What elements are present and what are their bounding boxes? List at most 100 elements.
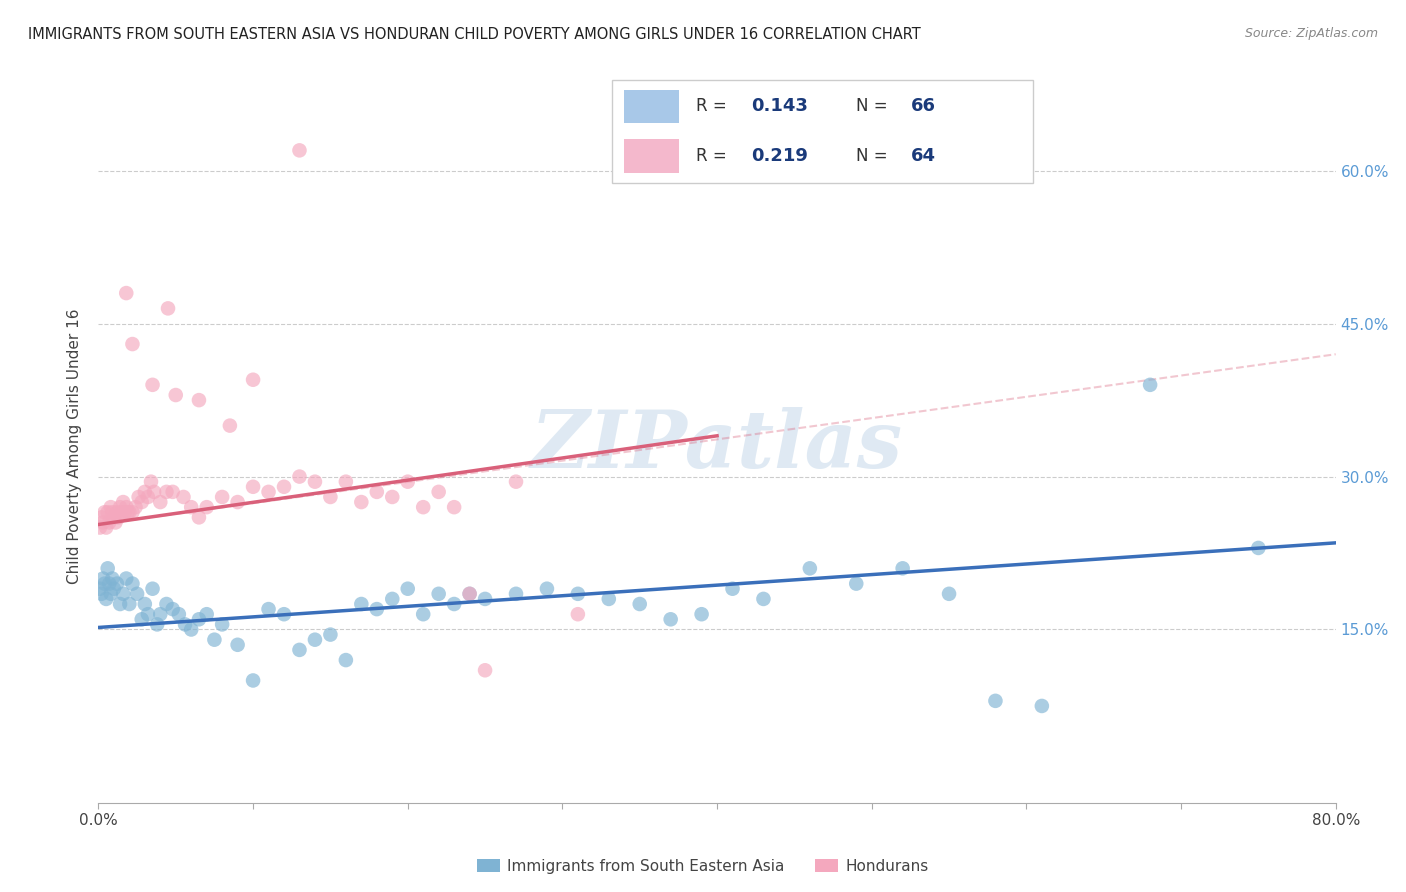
Point — [628, 597, 651, 611]
Point — [188, 393, 211, 408]
Point — [505, 475, 527, 489]
Text: 66: 66 — [911, 97, 936, 115]
Point — [155, 597, 177, 611]
Text: 0.143: 0.143 — [751, 97, 807, 115]
Point — [93, 505, 115, 519]
Point — [319, 490, 342, 504]
Point — [567, 607, 589, 622]
Point — [188, 510, 211, 524]
Point — [91, 516, 114, 530]
Point — [96, 591, 118, 606]
Point — [108, 597, 131, 611]
Point — [211, 617, 233, 632]
Point — [427, 484, 450, 499]
Point — [162, 602, 184, 616]
Point — [1139, 377, 1161, 392]
Point — [96, 520, 118, 534]
Point — [195, 500, 218, 515]
Point — [242, 673, 264, 688]
Point — [273, 607, 295, 622]
Point — [366, 602, 388, 616]
Point — [598, 591, 620, 606]
Point — [142, 377, 165, 392]
Point — [350, 495, 373, 509]
Text: N =: N = — [856, 146, 893, 165]
Point — [567, 587, 589, 601]
Point — [118, 597, 141, 611]
Point — [131, 495, 153, 509]
Point — [257, 602, 280, 616]
Point — [443, 597, 465, 611]
Point — [131, 612, 153, 626]
Point — [242, 373, 264, 387]
Point — [91, 572, 114, 586]
Point — [412, 607, 434, 622]
Point — [474, 663, 496, 677]
Text: ZIPatlas: ZIPatlas — [531, 408, 903, 484]
Text: 0.219: 0.219 — [751, 146, 807, 165]
Text: Source: ZipAtlas.com: Source: ZipAtlas.com — [1244, 27, 1378, 40]
FancyBboxPatch shape — [624, 89, 679, 123]
Point — [319, 627, 342, 641]
Point — [105, 505, 128, 519]
Point — [396, 475, 419, 489]
Point — [121, 576, 143, 591]
Point — [103, 510, 125, 524]
Point — [845, 576, 868, 591]
Point — [288, 469, 311, 483]
Text: IMMIGRANTS FROM SOUTH EASTERN ASIA VS HONDURAN CHILD POVERTY AMONG GIRLS UNDER 1: IMMIGRANTS FROM SOUTH EASTERN ASIA VS HO… — [28, 27, 921, 42]
Point — [98, 516, 121, 530]
Point — [427, 587, 450, 601]
Point — [938, 587, 960, 601]
Point — [1031, 698, 1053, 713]
Point — [167, 607, 190, 622]
Point — [165, 388, 187, 402]
Point — [97, 505, 120, 519]
Point — [204, 632, 226, 647]
Point — [128, 490, 150, 504]
Point — [105, 576, 128, 591]
Point — [659, 612, 682, 626]
Point — [100, 500, 122, 515]
Point — [162, 484, 184, 499]
Point — [101, 505, 124, 519]
Y-axis label: Child Poverty Among Girls Under 16: Child Poverty Among Girls Under 16 — [67, 309, 83, 583]
Text: R =: R = — [696, 97, 733, 115]
Point — [799, 561, 821, 575]
Point — [100, 587, 122, 601]
Point — [536, 582, 558, 596]
Point — [242, 480, 264, 494]
Point — [984, 694, 1007, 708]
Point — [443, 500, 465, 515]
Point — [108, 500, 131, 515]
Point — [257, 484, 280, 499]
Text: R =: R = — [696, 146, 733, 165]
Point — [127, 587, 149, 601]
Point — [121, 337, 143, 351]
Point — [381, 591, 404, 606]
Point — [149, 495, 172, 509]
Point — [474, 591, 496, 606]
Point — [97, 561, 120, 575]
Point — [112, 495, 135, 509]
Point — [396, 582, 419, 596]
Point — [146, 617, 169, 632]
Point — [117, 505, 139, 519]
Point — [107, 510, 129, 524]
Point — [412, 500, 434, 515]
Point — [180, 500, 202, 515]
Point — [112, 587, 135, 601]
Point — [155, 484, 177, 499]
Point — [350, 597, 373, 611]
FancyBboxPatch shape — [612, 80, 1033, 183]
Point — [173, 490, 195, 504]
Point — [366, 484, 388, 499]
Point — [90, 510, 112, 524]
Point — [304, 475, 326, 489]
Text: N =: N = — [856, 97, 893, 115]
Point — [891, 561, 914, 575]
Point — [304, 632, 326, 647]
Point — [134, 597, 156, 611]
Point — [721, 582, 744, 596]
Point — [273, 480, 295, 494]
